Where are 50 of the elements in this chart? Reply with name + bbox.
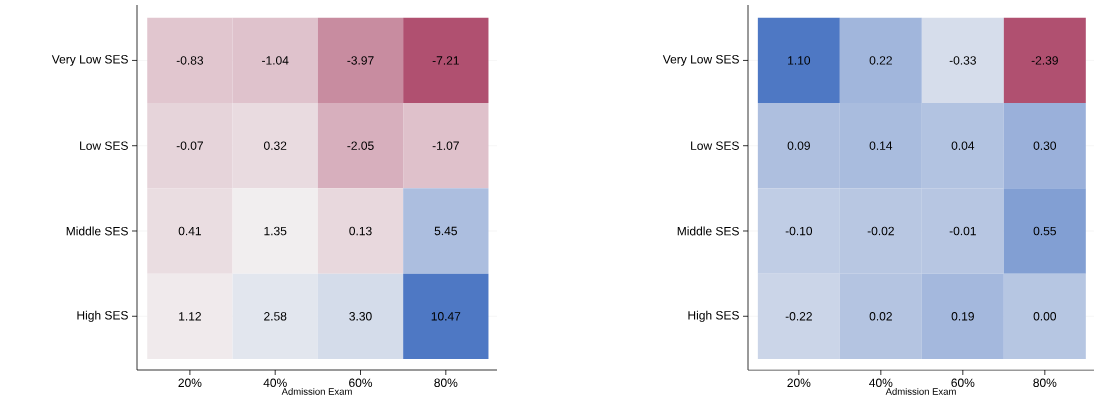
data-label: 0.13 (349, 226, 372, 236)
x-tick-label: 60% (349, 378, 373, 388)
data-label: 10.47 (431, 312, 461, 321)
data-label: -0.83 (176, 56, 204, 65)
data-label: -0.01 (949, 226, 976, 236)
data-label: -2.39 (1031, 56, 1058, 65)
x-tick-label: 20% (178, 378, 202, 388)
data-label: 0.22 (869, 56, 892, 65)
data-label: 0.30 (1033, 141, 1057, 150)
y-tick-label: Very Low SES (662, 55, 739, 66)
y-tick-label: High SES (77, 310, 128, 322)
y-tick-label: Middle SES (66, 226, 128, 236)
data-label: 1.12 (179, 312, 201, 321)
data-label: -0.33 (949, 56, 976, 65)
data-label: -7.21 (432, 56, 459, 65)
x-tick-label: 40% (263, 378, 287, 388)
y-tick-label: Low SES (80, 141, 128, 150)
data-label: 2.58 (264, 312, 287, 321)
data-label: 1.10 (788, 56, 811, 65)
x-tick-label: 80% (434, 378, 458, 388)
data-label: 0.14 (869, 141, 893, 150)
x-tick-label: 20% (787, 378, 811, 388)
data-label: 5.45 (434, 226, 457, 236)
y-tick-label: Low SES (691, 141, 739, 150)
data-label: -0.02 (867, 226, 894, 236)
data-label: 0.09 (787, 141, 810, 150)
data-label: 1.35 (264, 226, 287, 236)
data-label: 0.41 (178, 226, 201, 236)
data-label: -0.10 (785, 226, 813, 236)
x-axis-title: Admission Exam (281, 387, 352, 395)
x-tick-label: 40% (869, 378, 893, 388)
x-tick-label: 60% (951, 378, 975, 388)
data-label: -3.97 (347, 56, 374, 65)
y-tick-label: Very Low SES (51, 55, 128, 66)
data-label: 0.55 (1033, 226, 1056, 236)
y-tick-label: High SES (688, 310, 739, 322)
y-tick-label: Middle SES (677, 226, 739, 236)
data-label: 0.00 (1033, 312, 1057, 321)
x-axis-title: Admission Exam (885, 387, 956, 395)
x-tick-label: 80% (1033, 378, 1057, 388)
data-label: -1.04 (262, 56, 289, 65)
data-label: -0.22 (785, 312, 812, 321)
data-label: -0.07 (176, 141, 203, 150)
data-label: 0.32 (263, 141, 287, 150)
data-label: 0.19 (951, 312, 974, 321)
data-label: 3.30 (349, 312, 372, 321)
data-label: -2.05 (347, 141, 374, 150)
data-label: 0.04 (951, 141, 975, 150)
data-label: 0.02 (869, 312, 892, 321)
data-label: -1.07 (432, 141, 459, 150)
